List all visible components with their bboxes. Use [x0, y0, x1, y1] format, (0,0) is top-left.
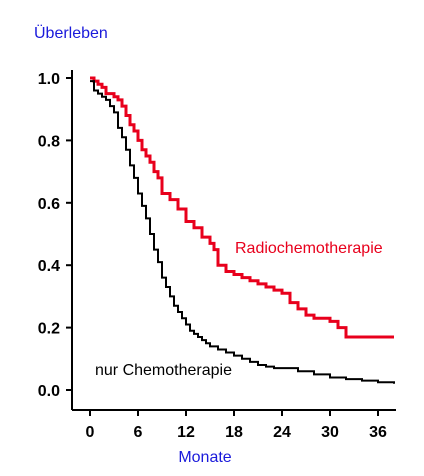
- y-axis-title: Überleben: [34, 24, 108, 42]
- series-line-radiochemotherapie: [90, 76, 394, 339]
- x-tick-label: 30: [321, 424, 339, 441]
- y-tick-label: 0.4: [38, 258, 60, 275]
- series-line-chemotherapie: [90, 80, 395, 384]
- x-tick-label: 0: [86, 424, 95, 441]
- y-tick-label: 1.0: [38, 71, 60, 88]
- x-tick-label: 6: [134, 424, 143, 441]
- y-tick-label: 0.0: [38, 383, 60, 400]
- series-label-radiochemotherapie: Radiochemotherapie: [235, 240, 383, 257]
- x-axis-title: Monate: [178, 449, 231, 466]
- series-label-chemotherapie: nur Chemotherapie: [95, 362, 232, 379]
- x-tick-label: 12: [177, 424, 195, 441]
- y-tick-label: 0.8: [38, 133, 60, 150]
- y-ticks: 0.0 0.2 0.4 0.6 0.8 1.0: [38, 71, 72, 400]
- series-lines: [90, 76, 395, 384]
- x-ticks: 0 6 12 18 24 30 36: [86, 410, 387, 441]
- x-tick-label: 24: [273, 424, 291, 441]
- y-tick-label: 0.6: [38, 196, 60, 213]
- x-tick-label: 18: [225, 424, 243, 441]
- x-tick-label: 36: [369, 424, 387, 441]
- y-tick-label: 0.2: [38, 321, 60, 338]
